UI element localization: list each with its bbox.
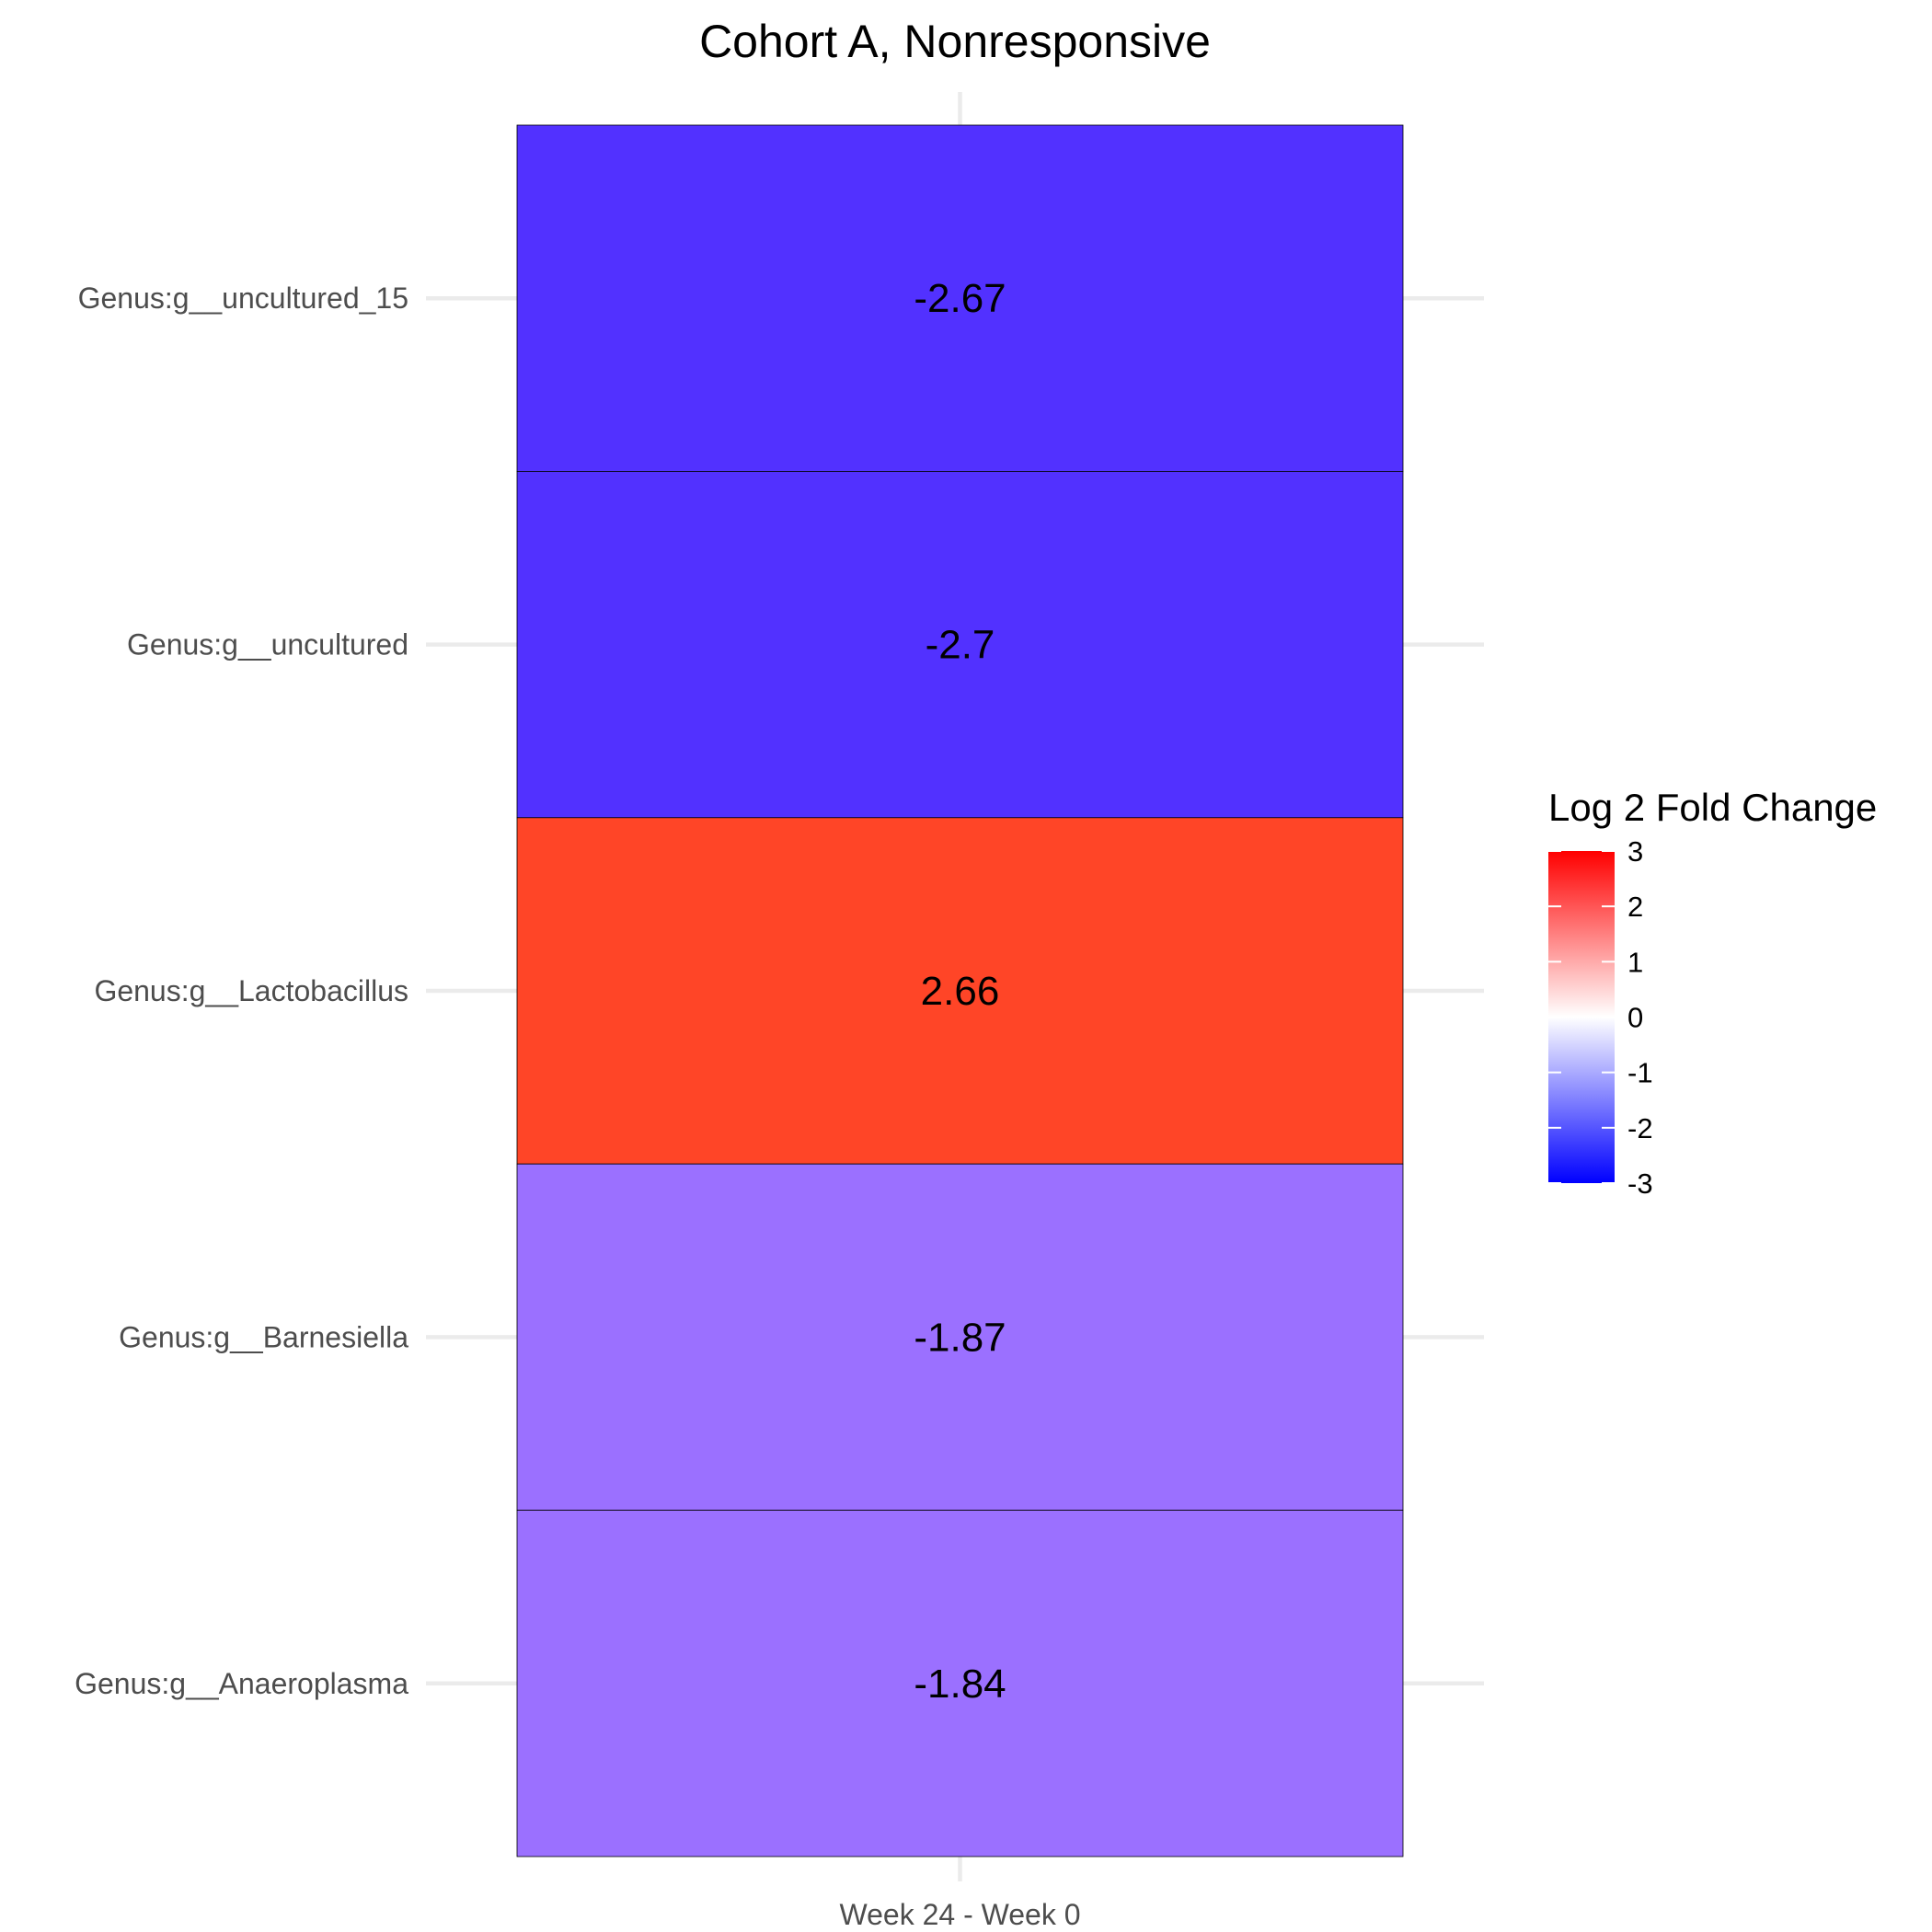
y-tick-label: Genus:g__Anaeroplasma <box>75 1667 408 1700</box>
cell-value-label: -2.67 <box>914 276 1006 321</box>
legend-tick-label: -2 <box>1627 1112 1653 1144</box>
legend-tick-label: 1 <box>1627 946 1643 978</box>
heatmap-cell <box>516 471 1404 819</box>
y-axis-labels: Genus:g__uncultured_15 Genus:g__unculture… <box>75 282 408 1700</box>
cell-value-label: -1.87 <box>914 1315 1006 1360</box>
cell-value-label: 2.66 <box>921 969 1000 1014</box>
legend-tick-label: 0 <box>1627 1002 1643 1034</box>
legend-title: Log 2 Fold Change <box>1548 786 1877 829</box>
heatmap-cell <box>516 1510 1404 1857</box>
legend-tick-label: -3 <box>1627 1167 1653 1200</box>
legend: Log 2 Fold Change 3 2 1 0 -1 -2 -3 <box>1548 786 1877 1200</box>
legend-tick-label: 3 <box>1627 835 1643 868</box>
y-tick-label: Genus:g__Lactobacillus <box>94 974 408 1007</box>
x-axis-labels: Week 24 - Week 0 <box>839 1898 1080 1931</box>
heatmap-cell <box>516 124 1404 472</box>
y-tick-label: Genus:g__uncultured <box>127 628 408 661</box>
legend-tick-label: 2 <box>1627 891 1643 923</box>
chart-title: Cohort A, Nonresponsive <box>699 16 1211 67</box>
x-tick-label: Week 24 - Week 0 <box>839 1898 1080 1931</box>
heatmap-cells: -2.67 -2.7 2.66 -1.87 -1.84 <box>516 124 1404 1857</box>
y-tick-label: Genus:g__uncultured_15 <box>78 282 408 315</box>
legend-tick-label: -1 <box>1627 1057 1653 1089</box>
cell-value-label: -2.7 <box>926 623 995 668</box>
y-tick-label: Genus:g__Barnesiella <box>119 1320 408 1353</box>
cell-value-label: -1.84 <box>914 1662 1006 1707</box>
heatmap-cell <box>516 817 1404 1165</box>
legend-ticks: 3 2 1 0 -1 -2 -3 <box>1548 835 1653 1200</box>
heatmap-cell <box>516 1163 1404 1511</box>
